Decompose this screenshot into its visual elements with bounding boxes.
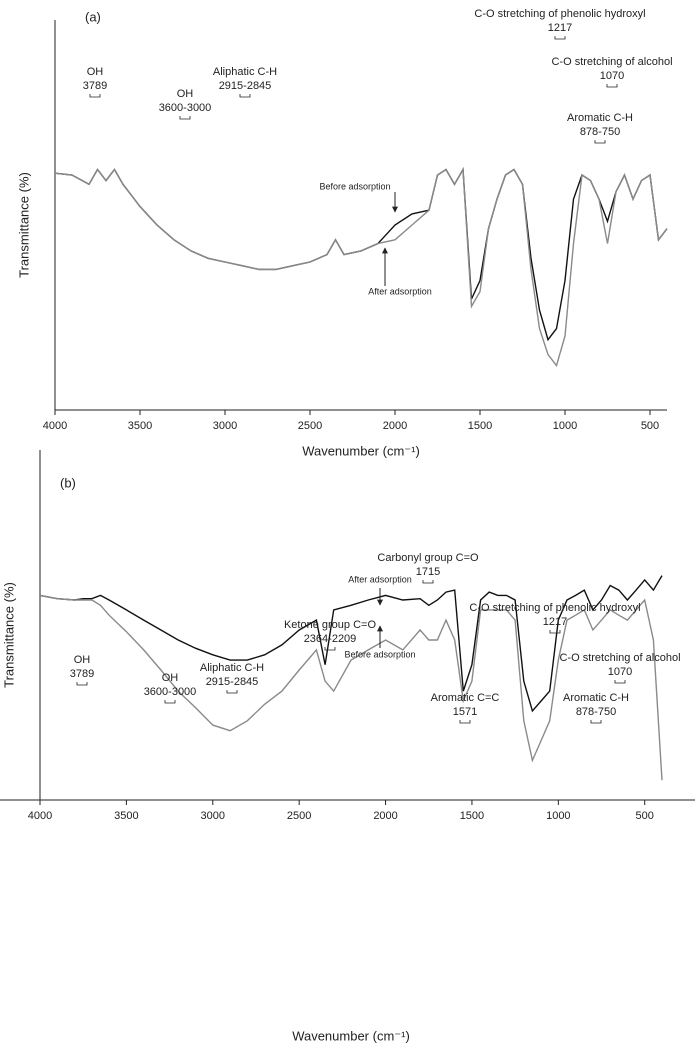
annotation-range: 2915-2845: [206, 676, 259, 688]
axes: [54, 20, 667, 411]
x-tick-label: 500: [641, 420, 659, 432]
spectrum-line: [54, 167, 668, 342]
series-label: After adsorption: [368, 286, 432, 296]
x-tick-label: 1500: [468, 420, 492, 432]
x-tick-label: 1000: [546, 810, 570, 822]
x-tick-label: 2000: [383, 420, 407, 432]
annotation-bracket: [76, 682, 88, 686]
annotation-label: Aromatic C-H: [567, 112, 633, 124]
annotation-bracket: [89, 94, 101, 98]
annotation-range: 2364-2209: [304, 633, 357, 645]
annotation-label: OH: [74, 654, 91, 666]
x-tick-label: 3000: [213, 420, 237, 432]
annotation-label: C-O stretching of alcohol: [551, 56, 672, 68]
annotation-bracket: [422, 580, 434, 584]
spectrum-line: [54, 167, 668, 368]
annotation-range: 1217: [548, 22, 572, 34]
x-tick-label: 2000: [373, 810, 397, 822]
annotation-label: Aliphatic C-H: [200, 662, 264, 674]
x-tick-label: 3500: [114, 810, 138, 822]
annotation-range: 3789: [83, 80, 107, 92]
annotation-label: Aromatic C-H: [563, 692, 629, 704]
x-axis-label: Wavenumber (cm⁻¹): [302, 443, 420, 458]
axes: [0, 450, 695, 801]
annotation-range: 1217: [543, 616, 567, 628]
annotation-label: Ketone group C=O: [284, 619, 376, 631]
annotation-bracket: [324, 647, 336, 651]
annotation-bracket: [164, 700, 176, 704]
annotation-range: 1070: [608, 666, 632, 678]
annotation-range: 3600-3000: [159, 102, 212, 114]
annotation-bracket: [606, 84, 618, 88]
x-tick-label: 4000: [43, 420, 67, 432]
annotation-label: C-O stretching of alcohol: [559, 652, 680, 664]
annotation-range: 1571: [453, 706, 477, 718]
annotation-bracket: [594, 140, 606, 144]
annotation-bracket: [179, 116, 191, 120]
panel-label: (b): [60, 475, 76, 490]
y-axis-label: Transmittance (%): [16, 172, 31, 278]
annotation-range: 3600-3000: [144, 686, 197, 698]
annotation-bracket: [614, 680, 626, 684]
annotation-range: 2915-2845: [219, 80, 272, 92]
annotation-bracket: [239, 94, 251, 98]
x-tick-label: 3000: [201, 810, 225, 822]
annotation-bracket: [459, 720, 471, 724]
annotation-label: C-O stretching of phenolic hydroxyl: [474, 8, 645, 20]
panel-label: (a): [85, 9, 101, 24]
series-label: After adsorption: [348, 574, 412, 584]
annotation-bracket: [554, 36, 566, 40]
annotation-label: Aromatic C=C: [431, 692, 500, 704]
series-label: Before adsorption: [319, 181, 390, 191]
annotation-bracket: [226, 690, 238, 694]
x-tick-label: 1000: [553, 420, 577, 432]
spectrum-line: [39, 594, 663, 781]
x-tick-label: 500: [636, 810, 654, 822]
annotation-range: 878-750: [576, 706, 616, 718]
spectrum-line: [39, 575, 663, 713]
annotation-range: 878-750: [580, 126, 620, 138]
x-axis-label: Wavenumber (cm⁻¹): [292, 1028, 410, 1043]
annotation-range: 3789: [70, 668, 94, 680]
x-tick-label: 1500: [460, 810, 484, 822]
annotation-label: OH: [87, 66, 104, 78]
y-axis-label: Transmittance (%): [1, 582, 16, 688]
annotation-label: OH: [162, 672, 179, 684]
x-tick-label: 3500: [128, 420, 152, 432]
series-label: Before adsorption: [344, 649, 415, 659]
annotation-label: C-O stretching of phenolic hydroxyl: [469, 602, 640, 614]
x-tick-label: 2500: [298, 420, 322, 432]
annotation-bracket: [549, 630, 561, 634]
annotation-range: 1715: [416, 566, 440, 578]
annotation-bracket: [590, 720, 602, 724]
annotation-label: Aliphatic C-H: [213, 66, 277, 78]
annotation-label: OH: [177, 88, 194, 100]
annotation-label: Carbonyl group C=O: [377, 552, 479, 564]
x-tick-label: 4000: [28, 810, 52, 822]
x-tick-label: 2500: [287, 810, 311, 822]
annotation-range: 1070: [600, 70, 624, 82]
